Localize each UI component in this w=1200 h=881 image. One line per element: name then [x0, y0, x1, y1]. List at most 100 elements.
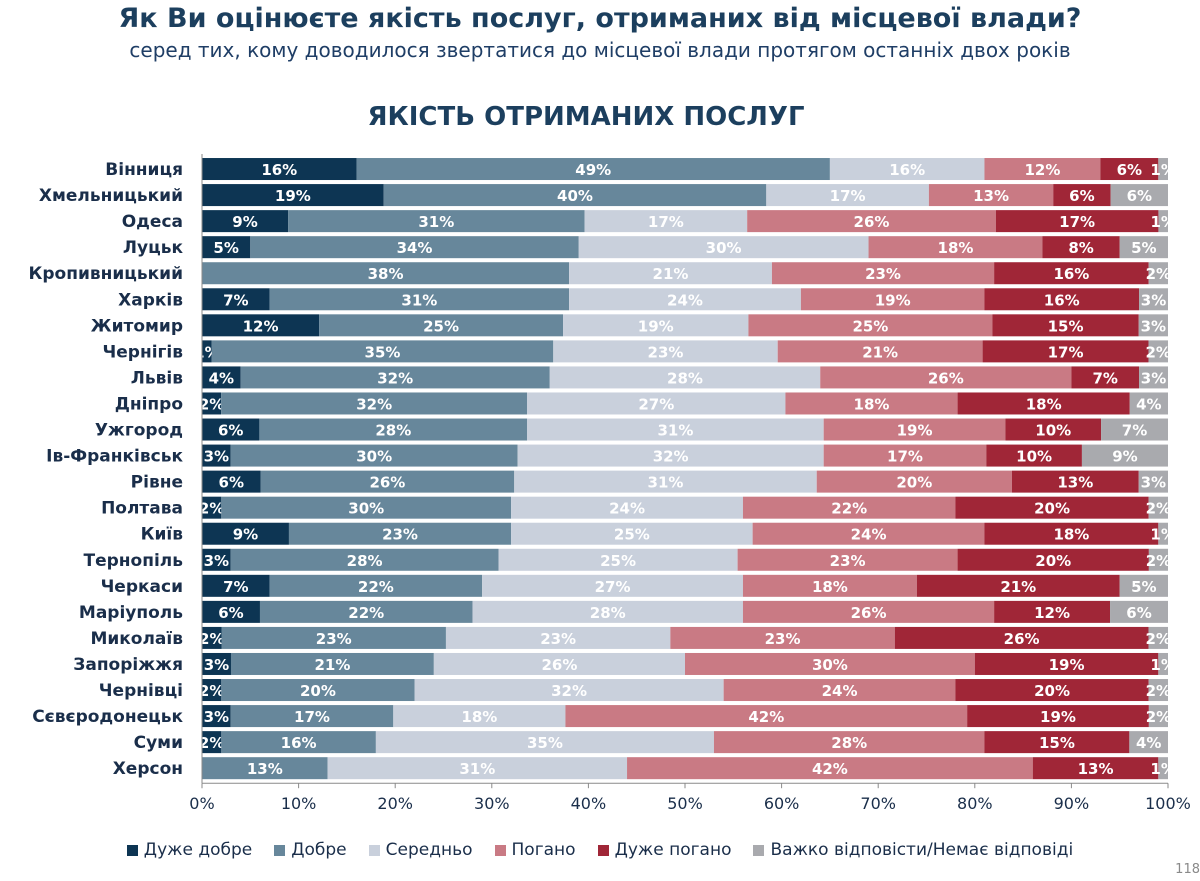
data-label: 2%: [1146, 500, 1171, 518]
data-label: 28%: [590, 604, 626, 622]
x-tick-label: 30%: [474, 794, 510, 813]
bar-segment: [1148, 262, 1168, 285]
data-label: 23%: [648, 343, 684, 361]
legend-item: Важко відповісти/Немає відповіді: [753, 840, 1073, 860]
data-label: 31%: [648, 474, 684, 492]
data-label: 13%: [1057, 474, 1093, 492]
data-label: 20%: [1034, 500, 1070, 518]
bar-segment: [259, 600, 473, 623]
data-label: 17%: [1048, 343, 1084, 361]
bar-segment: [1138, 314, 1168, 337]
bar-segment: [967, 705, 1149, 728]
data-label: 25%: [614, 526, 650, 544]
bar-segment: [202, 444, 231, 467]
data-label: 18%: [812, 578, 848, 596]
bar-segment: [414, 679, 724, 702]
data-label: 23%: [316, 630, 352, 648]
data-label: 17%: [1059, 213, 1095, 231]
chart-legend: Дуже добре Добре Середньо Погано Дуже погано…: [0, 840, 1200, 860]
bar-segment: [1071, 366, 1140, 389]
category-label: Чернігів: [103, 342, 184, 362]
bar-segment: [984, 158, 1101, 181]
data-label: 9%: [1112, 448, 1137, 466]
bar-segment: [230, 652, 434, 675]
category-label: Одеса: [122, 212, 183, 232]
bar-segment: [553, 340, 778, 363]
bar-segment: [984, 522, 1159, 545]
bar-segment: [202, 340, 212, 363]
bar-segment: [955, 496, 1149, 519]
data-label: 18%: [1026, 395, 1062, 413]
data-label: 26%: [1004, 630, 1040, 648]
bar-segment: [777, 340, 983, 363]
data-label: 38%: [368, 265, 404, 283]
bar-segment: [327, 757, 628, 780]
bar-segment: [894, 626, 1149, 649]
data-label: 28%: [375, 422, 411, 440]
x-tick-label: 10%: [281, 794, 317, 813]
data-label: 2%: [199, 734, 224, 752]
data-label: 28%: [347, 552, 383, 570]
bar-segment: [995, 210, 1159, 233]
x-tick-label: 70%: [860, 794, 896, 813]
data-label: 10%: [1035, 422, 1071, 440]
bar-segment: [230, 548, 499, 571]
data-label: 31%: [418, 213, 454, 231]
data-label: 16%: [281, 734, 317, 752]
bar-segment: [1148, 340, 1168, 363]
bar-segment: [230, 705, 394, 728]
bar-segment: [820, 366, 1072, 389]
bar-segment: [569, 262, 772, 285]
category-label: Харків: [118, 290, 183, 310]
data-label: 23%: [540, 630, 576, 648]
data-label: 18%: [854, 395, 890, 413]
data-label: 15%: [1048, 317, 1084, 335]
data-label: 6%: [1127, 187, 1152, 205]
bar-segment: [994, 600, 1111, 623]
category-label: Маріуполь: [79, 603, 183, 623]
bar-segment: [250, 236, 579, 259]
bar-segment: [982, 340, 1149, 363]
bar-segment: [517, 444, 824, 467]
bar-segment: [1158, 210, 1168, 233]
page-subtitle: серед тих, кому доводилося звертатися до…: [129, 38, 1071, 62]
page-title: Як Ви оцінюєте якість послуг, отриманих …: [118, 3, 1082, 34]
data-label: 19%: [275, 187, 311, 205]
page-number: 118: [1175, 862, 1200, 877]
bar-segment: [482, 574, 743, 597]
bar-segment: [1053, 184, 1111, 207]
data-label: 28%: [667, 369, 703, 387]
bar-segment: [202, 236, 251, 259]
data-label: 35%: [527, 734, 563, 752]
legend-swatch: [274, 844, 286, 856]
data-label: 25%: [852, 317, 888, 335]
bar-segment: [1158, 158, 1168, 181]
data-label: 19%: [638, 317, 674, 335]
bar-segment: [221, 626, 446, 649]
bar-segment: [433, 652, 685, 675]
bar-segment: [514, 470, 817, 493]
legend-swatch: [126, 844, 138, 856]
bar-segment: [445, 626, 671, 649]
bar-segment: [1148, 626, 1168, 649]
bar-segment: [288, 210, 585, 233]
data-label: 21%: [1000, 578, 1036, 596]
data-label: 9%: [232, 213, 257, 231]
category-label: Житомир: [91, 316, 183, 336]
data-label: 26%: [928, 369, 964, 387]
data-label: 13%: [247, 760, 283, 778]
bar-segment: [1129, 731, 1168, 754]
bar-segment: [1042, 236, 1120, 259]
data-label: 6%: [1126, 604, 1151, 622]
bar-segment: [202, 262, 570, 285]
data-label: 1%: [1150, 656, 1175, 674]
data-label: 16%: [261, 161, 297, 179]
data-label: 13%: [973, 187, 1009, 205]
bar-segment: [578, 236, 869, 259]
data-label: 31%: [459, 760, 495, 778]
bar-segment: [994, 262, 1149, 285]
data-label: 6%: [218, 422, 243, 440]
bar-segment: [565, 705, 968, 728]
data-label: 3%: [1141, 291, 1166, 309]
data-label: 3%: [1141, 474, 1166, 492]
